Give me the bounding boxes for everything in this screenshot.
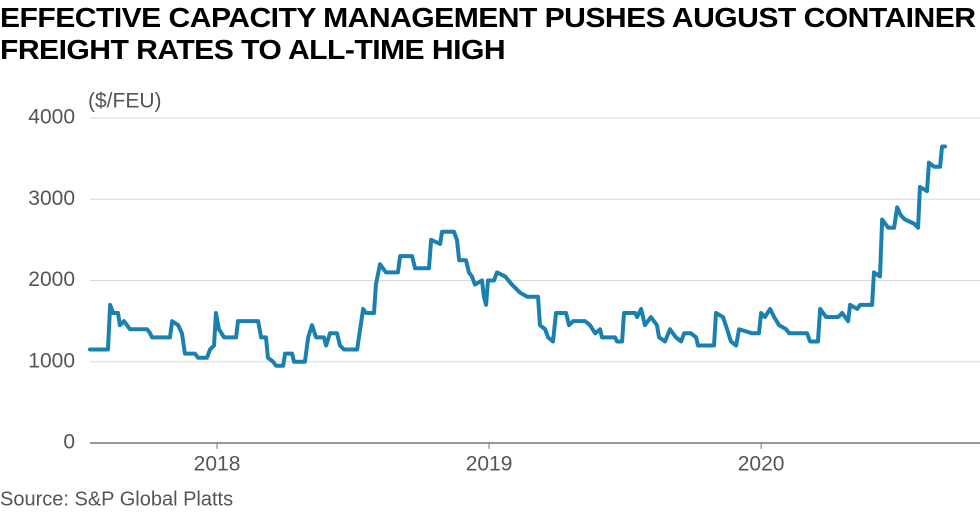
data-line	[88, 144, 947, 368]
y-tick-label: 1000	[28, 349, 75, 372]
y-tick-label: 3000	[28, 187, 75, 210]
y-tick-label: 4000	[28, 106, 75, 129]
y-tick-label: 0	[63, 431, 75, 454]
y-tick-label: 2000	[28, 268, 75, 291]
x-tick-label: 2020	[738, 453, 785, 476]
y-axis-label: ($/FEU)	[88, 90, 162, 113]
chart-title: EFFECTIVE CAPACITY MANAGEMENT PUSHES AUG…	[0, 2, 976, 65]
x-tick-label: 2018	[194, 453, 241, 476]
source: Source: S&P Global Platts	[0, 488, 233, 510]
x-tick-label: 2019	[466, 453, 513, 476]
